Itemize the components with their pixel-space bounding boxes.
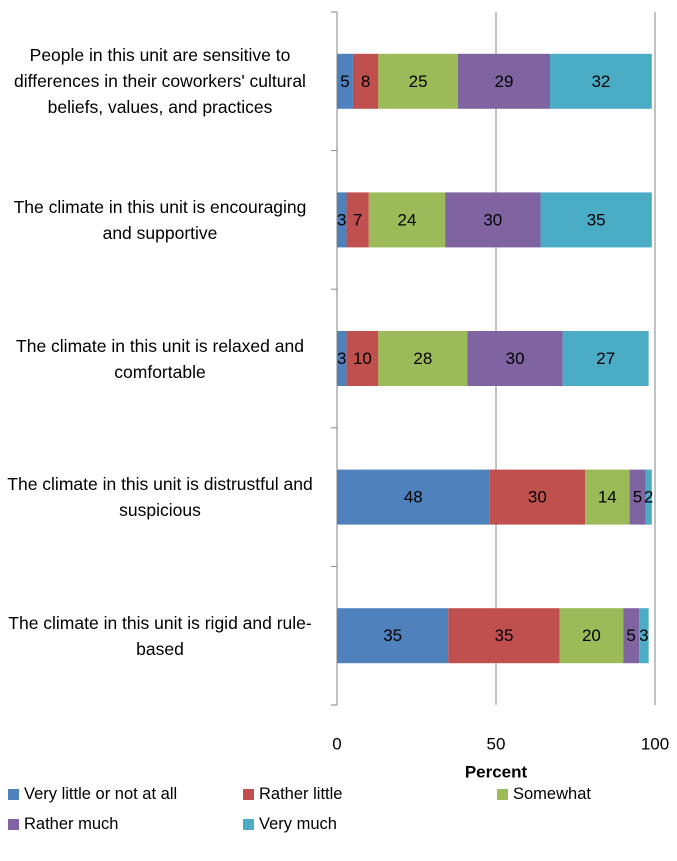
bar-segment [550, 53, 652, 109]
x-tick-label: 100 [641, 734, 669, 753]
data-label: 3 [337, 210, 346, 229]
bar-segment [337, 192, 347, 248]
bar-segment [445, 192, 541, 248]
data-label: 5 [626, 626, 635, 645]
legend-item: Rather much [8, 815, 118, 834]
bar-segment [645, 469, 652, 525]
bar-segment [337, 608, 449, 664]
data-label: 2 [644, 488, 653, 507]
bar-segment [368, 192, 446, 248]
legend-swatch [8, 789, 19, 800]
data-label: 48 [404, 488, 423, 507]
data-label: 30 [528, 488, 547, 507]
bar-segment [378, 53, 458, 109]
legend-swatch [243, 789, 254, 800]
bar-segment [337, 469, 490, 525]
bar-segment [457, 53, 551, 109]
legend-swatch [8, 819, 19, 830]
y-tick-label: The climate in this unit is distrustful … [7, 474, 313, 521]
legend-item: Somewhat [497, 785, 591, 804]
data-label: 30 [506, 349, 525, 368]
bar-segment [337, 331, 347, 386]
data-label: 35 [587, 210, 606, 229]
legend-label: Somewhat [513, 785, 591, 803]
y-tick-label: The climate in this unit is relaxed and … [16, 335, 304, 382]
data-label: 8 [361, 72, 370, 91]
legend-label: Very much [259, 815, 337, 833]
data-label: 14 [598, 488, 617, 507]
data-label: 20 [582, 626, 601, 645]
legend-label: Rather little [259, 785, 343, 803]
data-label: 27 [596, 349, 615, 368]
bar-segment [378, 331, 468, 386]
bar-segment [467, 331, 563, 386]
bar-segment [540, 192, 652, 248]
bar-segment [346, 192, 369, 248]
y-tick-label: The climate in this unit is rigid and ru… [8, 612, 312, 659]
bar-segment [585, 469, 630, 525]
bar-segment [352, 53, 379, 109]
x-tick-label: 0 [332, 734, 341, 753]
data-label: 35 [494, 626, 513, 645]
data-label: 5 [340, 72, 349, 91]
data-label: 10 [353, 349, 372, 368]
data-label: 24 [397, 210, 416, 229]
bar-segment [559, 608, 624, 664]
bar-segment [623, 608, 640, 664]
bar-segment [448, 608, 560, 664]
data-label: 30 [483, 210, 502, 229]
legend-label: Rather much [24, 815, 119, 833]
data-label: 28 [413, 349, 432, 368]
y-tick-label: The climate in this unit is encouraging … [13, 196, 307, 243]
legend-item: Very much [243, 815, 337, 834]
legend-item: Very little or not at all [8, 785, 177, 804]
bar-segment [562, 331, 649, 386]
data-label: 29 [494, 72, 513, 91]
data-label: 5 [633, 488, 642, 507]
data-label: 3 [639, 626, 648, 645]
legend-swatch [497, 789, 508, 800]
data-label: 25 [409, 72, 428, 91]
legend-label: Very little or not at all [24, 785, 178, 803]
legend-item: Rather little [243, 785, 342, 804]
bar-segment [346, 331, 379, 386]
bar-segment [639, 608, 649, 664]
data-label: 35 [383, 626, 402, 645]
x-tick-label: 50 [487, 734, 506, 753]
y-tick-label: People in this unit are sensitive to dif… [14, 45, 306, 118]
legend-swatch [243, 819, 254, 830]
x-axis-title: Percent [465, 762, 528, 781]
data-label: 7 [353, 210, 362, 229]
bar-segment [337, 53, 353, 109]
data-label: 3 [337, 349, 346, 368]
data-label: 32 [591, 72, 610, 91]
bar-segment [629, 469, 646, 525]
bar-segment [489, 469, 586, 525]
